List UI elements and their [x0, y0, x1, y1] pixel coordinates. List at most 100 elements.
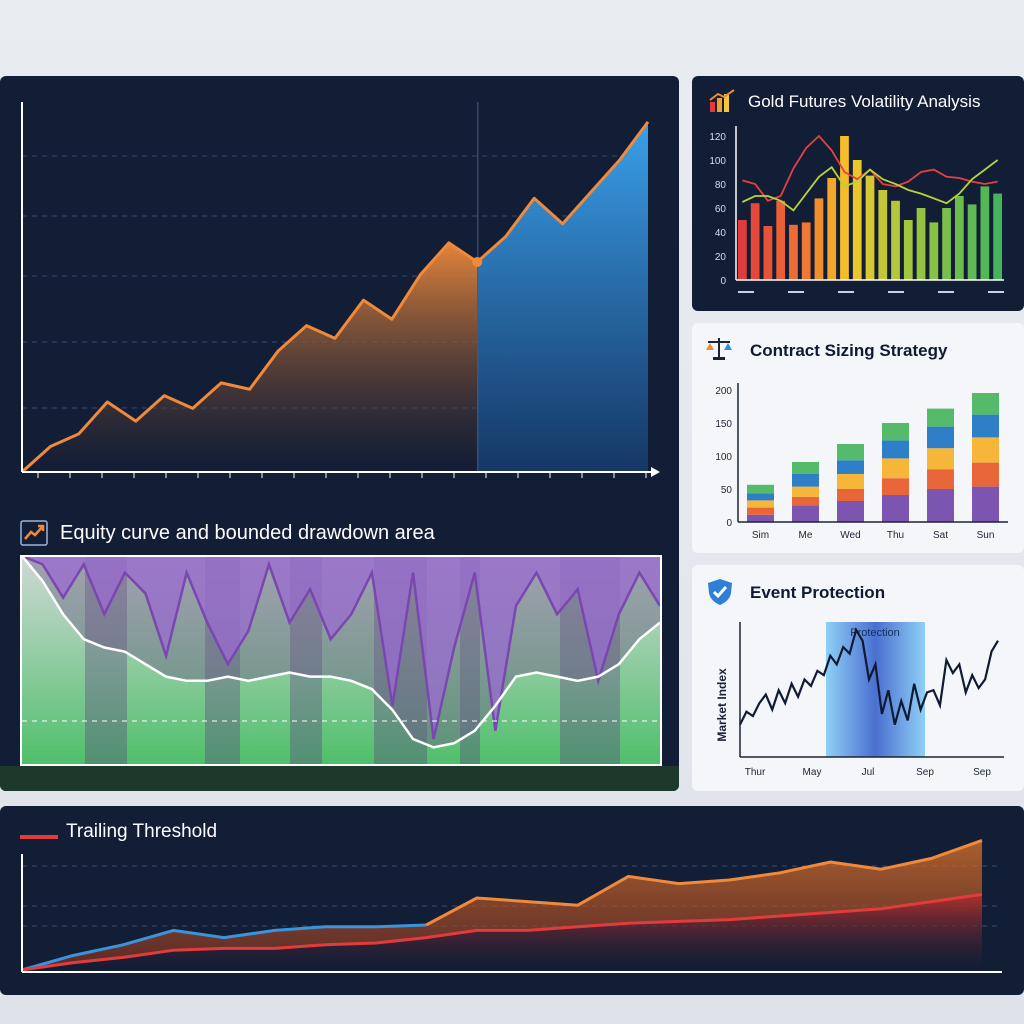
shield-check-icon — [706, 577, 734, 612]
sizing-bar-segment — [747, 507, 774, 515]
y-tick-label: 60 — [715, 204, 727, 215]
sizing-bar-segment — [882, 423, 909, 441]
x-tick-label: Me — [799, 530, 813, 541]
drawdown-bound-line — [21, 555, 661, 749]
x-tick-label: Wed — [840, 530, 860, 541]
x-tick-label: May — [803, 767, 822, 778]
volatility-bar — [840, 136, 849, 280]
x-tick-label: Thur — [745, 767, 766, 778]
y-tick-label: 150 — [715, 419, 732, 430]
x-tick-label: Sat — [933, 530, 948, 541]
volatility-bar — [865, 175, 875, 280]
volatility-bar — [929, 222, 939, 280]
equity-line-orange — [425, 838, 983, 927]
equity-area-blue — [477, 121, 648, 473]
equity-panel-title: Equity curve and bounded drawdown area — [60, 522, 435, 544]
sizing-bar-segment — [837, 474, 864, 489]
drawdown-line — [21, 554, 662, 740]
market-index-line — [739, 627, 999, 726]
y-tick-label: 100 — [709, 156, 726, 167]
volatility-bar — [852, 160, 862, 280]
volatility-chart: 120 100 80 60 40 20 0 — [709, 126, 1004, 293]
x-tick-label: Jul — [862, 767, 875, 778]
volatility-bar — [814, 198, 824, 280]
trending-up-icon — [20, 519, 50, 552]
volatility-bar — [942, 208, 951, 280]
scales-icon — [704, 335, 734, 366]
sizing-bar-segment — [882, 458, 909, 479]
x-axis-arrow — [651, 467, 660, 477]
y-tick-label: 200 — [715, 386, 732, 397]
volatility-bar — [776, 200, 786, 280]
y-tick-label: 50 — [721, 485, 733, 496]
x-tick-label: Sep — [973, 767, 991, 778]
sizing-bar-segment — [882, 440, 909, 459]
volatility-panel-title: Gold Futures Volatility Analysis — [748, 92, 981, 111]
sizing-panel-title: Contract Sizing Strategy — [750, 341, 948, 360]
threshold-area — [22, 894, 982, 970]
sizing-bar-segment — [792, 505, 819, 522]
y-tick-label: 120 — [709, 132, 726, 143]
y-axis-label: Market Index — [715, 668, 729, 742]
y-tick-label: 0 — [726, 518, 732, 529]
equity-chart — [0, 102, 679, 791]
sizing-bar-segment — [747, 484, 774, 494]
volatility-bar — [789, 224, 798, 280]
sizing-bar-segment — [837, 444, 864, 461]
protection-band — [826, 622, 925, 757]
sizing-bar-segment — [747, 493, 774, 501]
bar-chart-icon — [708, 88, 738, 119]
trailing-chart — [21, 838, 1002, 973]
sizing-bar-segment — [927, 426, 954, 449]
volatility-panel: Gold Futures Volatility Analysis 120 100 8… — [692, 76, 1024, 311]
sizing-bar-segment — [837, 460, 864, 474]
sizing-bar-segment — [927, 469, 954, 489]
volatility-bar — [738, 220, 747, 280]
sizing-bar-segment — [837, 501, 864, 522]
sizing-bar-segment — [972, 393, 999, 415]
volatility-bar — [916, 208, 926, 280]
protection-label: Protection — [850, 627, 900, 639]
sizing-bar-segment — [972, 486, 999, 522]
volatility-bar — [891, 200, 900, 280]
sizing-bar-segment — [792, 496, 819, 506]
sizing-bar-segment — [972, 462, 999, 487]
volatility-bar — [903, 220, 913, 280]
drawdown-footer — [0, 766, 679, 791]
sizing-bar-segment — [792, 462, 819, 474]
event-panel-title: Event Protection — [750, 583, 886, 602]
volatility-bar — [878, 190, 888, 280]
y-tick-label: 20 — [715, 252, 727, 263]
threshold-line — [21, 892, 983, 972]
trailing-panel-title: Trailing Threshold — [66, 821, 218, 842]
y-tick-label: 80 — [715, 180, 727, 191]
sizing-bar-segment — [747, 500, 774, 508]
sizing-bar-segment — [882, 478, 909, 495]
volatility-bar — [954, 196, 964, 280]
volatility-bar — [967, 204, 977, 280]
trailing-panel: Trailing Threshold — [0, 806, 1024, 995]
volatility-line-green — [741, 159, 999, 212]
sizing-bar-segment — [927, 489, 954, 522]
x-tick-label: Sim — [752, 530, 769, 541]
equity-marker — [472, 256, 483, 267]
x-tick-label: Sun — [977, 530, 995, 541]
sizing-chart: 200 150 100 50 0 Sim Me Wed Thu Sat Sun — [715, 383, 1008, 541]
equity-curve-panel: Equity curve and bounded drawdown area — [0, 76, 679, 791]
volatility-bar — [980, 186, 990, 280]
event-chart: Protection Market Index Thur May Jul Sep Sep — [715, 622, 1004, 778]
sizing-bar-segment — [792, 474, 819, 487]
event-panel: Event Protection Protection Market Index T… — [692, 565, 1024, 791]
sizing-panel: Contract Sizing Strategy 200 150 100 50 0 Sim… — [692, 323, 1024, 553]
sizing-bar-segment — [792, 486, 819, 497]
volatility-bar — [763, 226, 773, 280]
y-tick-label: 40 — [715, 228, 727, 239]
sizing-bar-segment — [837, 489, 864, 501]
volatility-bar — [993, 193, 1002, 280]
equity-area-orange — [22, 242, 478, 472]
sizing-bar-segment — [972, 414, 999, 438]
sizing-bar-segment — [972, 437, 999, 463]
sizing-bar-segment — [747, 514, 774, 522]
x-tick-label: Thu — [887, 530, 904, 541]
legend-line-icon — [20, 828, 60, 846]
